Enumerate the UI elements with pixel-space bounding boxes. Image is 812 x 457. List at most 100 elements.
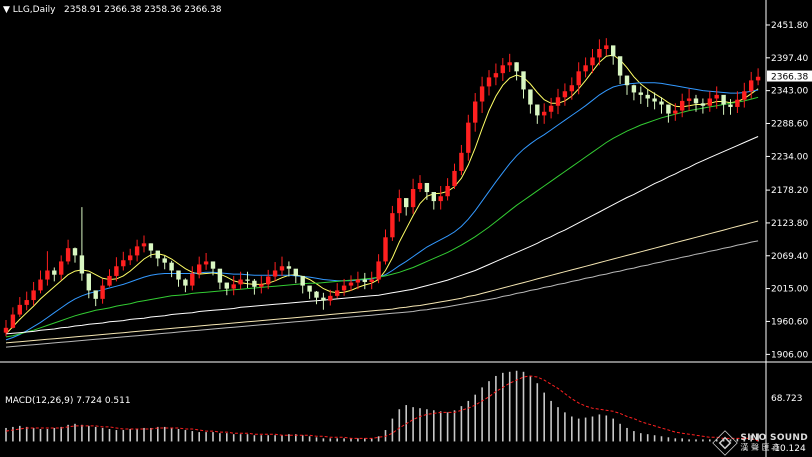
candle-body — [493, 73, 499, 78]
candle — [141, 235, 147, 253]
price-tick-label: 2451.80 — [771, 21, 808, 31]
candle-body — [134, 246, 140, 256]
candle — [742, 82, 747, 108]
candle — [148, 243, 154, 258]
candle-body — [252, 280, 257, 287]
candle-body — [121, 260, 126, 267]
candle-body — [169, 262, 174, 271]
candle — [493, 63, 499, 86]
logo-diamond-icon — [712, 430, 739, 456]
macd-axis-min: -10.124 — [771, 444, 806, 454]
candle — [576, 62, 581, 95]
candle — [569, 77, 574, 100]
macd-signal-line — [5, 375, 759, 442]
candle-body — [424, 182, 430, 193]
candle — [707, 91, 712, 112]
candle-body — [107, 275, 112, 286]
candle-body — [638, 92, 643, 95]
candle-body — [72, 248, 78, 256]
candle-body — [341, 285, 347, 291]
candle — [252, 278, 257, 295]
candle — [362, 272, 367, 290]
candle-body — [397, 198, 402, 214]
candle — [693, 94, 699, 112]
candle-body — [686, 98, 692, 101]
candle — [514, 62, 519, 81]
candle-body — [693, 98, 699, 104]
ma-line-3 — [5, 96, 759, 338]
candle — [376, 254, 381, 284]
ma-line-5 — [5, 220, 759, 344]
candle-body — [445, 186, 450, 197]
candle — [341, 278, 347, 296]
candle — [121, 251, 126, 271]
candle — [3, 319, 9, 337]
candle — [45, 251, 50, 286]
candle-body — [45, 270, 50, 280]
candle — [335, 283, 340, 299]
candle-body — [673, 110, 678, 114]
candle-body — [65, 248, 71, 262]
candle-body — [272, 270, 278, 277]
price-tick-label: 2178.20 — [771, 186, 808, 196]
candle-body — [528, 89, 533, 105]
candle-body — [3, 327, 9, 333]
candle — [631, 84, 637, 101]
candle-body — [369, 279, 374, 282]
candle-body — [390, 213, 395, 238]
candle — [604, 38, 609, 56]
macd-axis-max: 68.723 — [771, 394, 803, 404]
candle — [611, 45, 616, 65]
candle — [65, 239, 71, 265]
candle-body — [514, 62, 519, 72]
candle-body — [217, 268, 223, 283]
candle-body — [652, 98, 657, 102]
candle — [417, 175, 423, 193]
dropdown-triangle-icon[interactable]: ▼ — [3, 5, 10, 15]
candle — [597, 39, 602, 66]
candle — [197, 256, 202, 279]
candle-body — [535, 104, 540, 116]
candle — [548, 97, 554, 119]
candle — [24, 291, 29, 311]
candle — [721, 94, 726, 115]
candle-body — [79, 255, 85, 274]
candle-body — [569, 85, 574, 92]
candle — [183, 278, 188, 293]
candle — [224, 282, 229, 296]
ma-line-1 — [5, 54, 759, 335]
candle-body — [410, 189, 416, 208]
candle-body — [500, 65, 505, 74]
candle — [590, 49, 595, 74]
candle-body — [542, 111, 547, 116]
candle-body — [562, 91, 568, 98]
candle — [666, 104, 671, 123]
candle-body — [431, 192, 436, 202]
candle — [479, 76, 485, 113]
candle-body — [259, 284, 264, 287]
candle-body — [266, 276, 271, 285]
candle — [86, 273, 91, 299]
logo-chinese: 漢 聲 匯 商 — [740, 443, 781, 452]
macd-label: MACD(12,26,9) 7.724 0.511 — [5, 396, 131, 406]
candle-body — [176, 270, 181, 280]
candle — [500, 58, 505, 81]
candle — [445, 178, 450, 201]
candle-body — [548, 105, 554, 112]
candle-body — [293, 268, 298, 276]
candle — [528, 89, 533, 114]
candle-body — [479, 86, 485, 102]
candle-body — [148, 243, 154, 251]
candle-body — [210, 261, 216, 269]
candle-body — [583, 65, 588, 72]
price-axis: 1906.00 1960.60 2015.00 2069.40 2123.80 2178.… — [766, 21, 808, 360]
ohlc-values: 2358.91 2366.38 2358.36 2366.38 — [64, 5, 222, 15]
candle — [728, 99, 733, 115]
candle-body — [314, 291, 319, 298]
candle — [686, 88, 692, 111]
candle-body — [617, 56, 623, 76]
candle — [562, 83, 568, 106]
candle-body — [362, 279, 367, 282]
candle — [749, 71, 754, 99]
candle — [714, 86, 719, 109]
